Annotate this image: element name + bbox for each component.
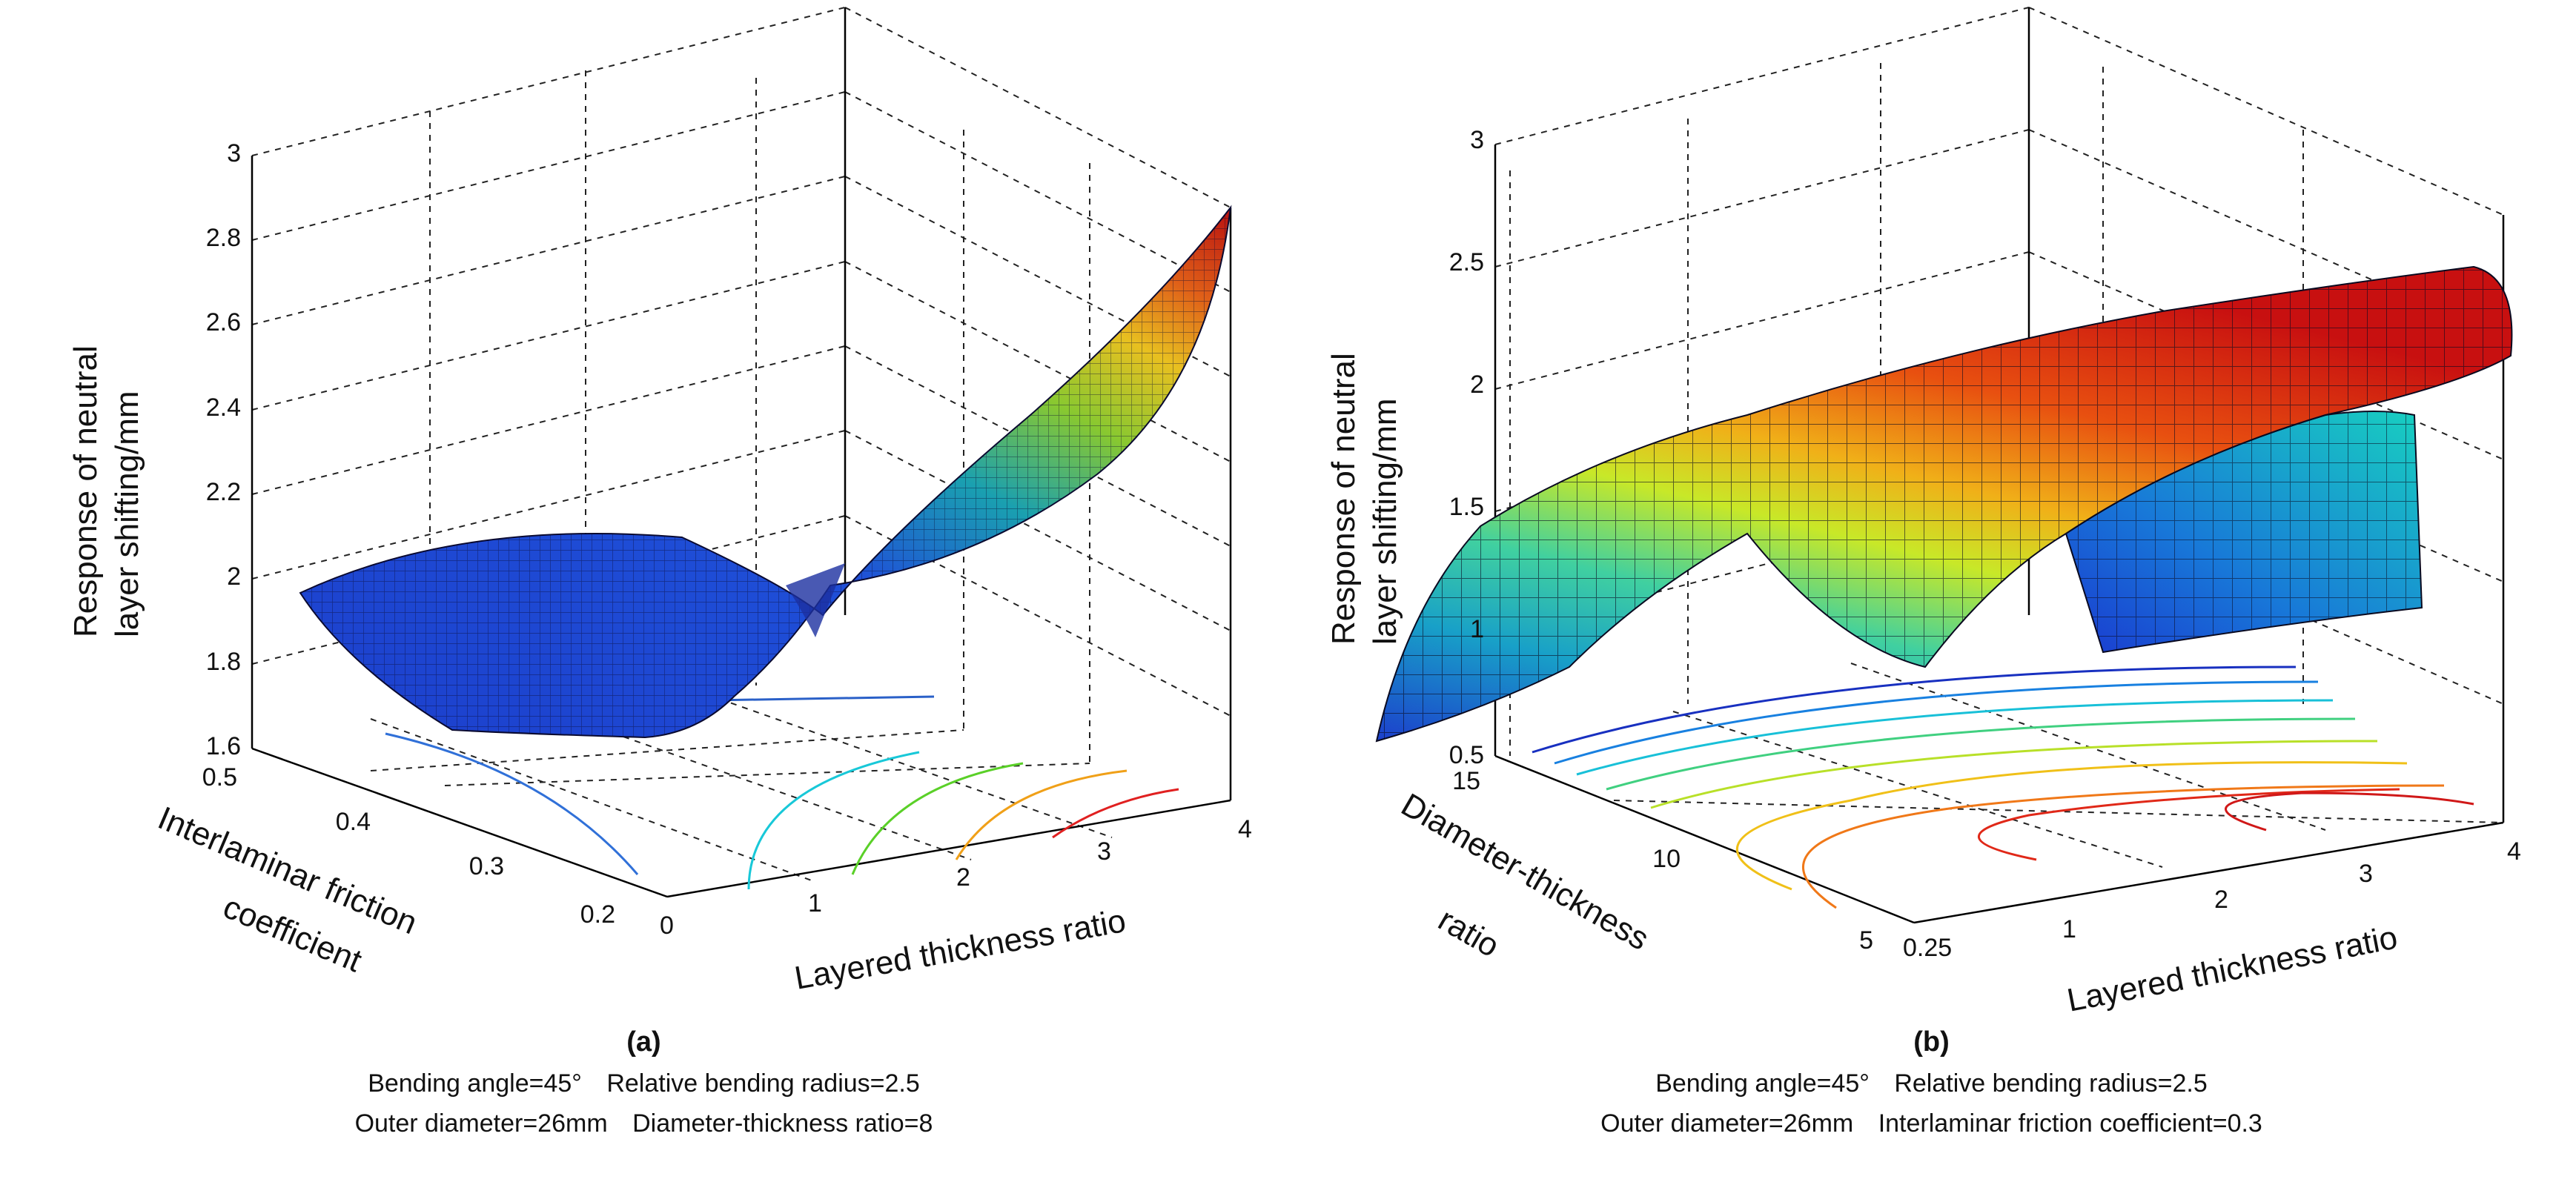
- chart-b-contour-1: [1532, 665, 2297, 754]
- chart-b-z-tick: 2.5: [1449, 248, 1484, 276]
- chart-b-caption-item: Relative bending radius=2.5: [1894, 1069, 2208, 1098]
- chart-a-y-tick: 0.4: [336, 808, 371, 836]
- chart-a-z-label-line1: Response of neutral: [67, 345, 104, 637]
- chart-b-contour-9: [2225, 791, 2474, 832]
- chart-a-x-tick: 0: [660, 912, 674, 940]
- chart-b-x-tick: 4: [2507, 837, 2521, 866]
- chart-b-caption-line1: Bending angle=45° Relative bending radiu…: [1288, 1069, 2575, 1098]
- chart-b-contour-4: [1606, 717, 2356, 791]
- chart-b-contour-3: [1576, 699, 2334, 776]
- chart-b-z-tick: 2: [1470, 371, 1484, 399]
- chart-b-x-tick: 1: [2062, 915, 2076, 943]
- chart-b-caption-line2: Outer diameter=26mm Interlaminar frictio…: [1288, 1109, 2575, 1138]
- chart-b-y-label: Diameter-thickness ratio: [1395, 786, 1655, 964]
- chart-b-panel-label: (b): [1913, 1026, 1950, 1058]
- chart-a-contours: [385, 695, 1179, 890]
- chart-b-z-label-line2: layer shifting/mm: [1367, 398, 1403, 645]
- chart-a-caption-line2: Outer diameter=26mm Diameter-thickness r…: [0, 1109, 1288, 1138]
- chart-a-z-label: Response of neutral layer shifting/mm: [67, 345, 145, 637]
- chart-b-caption-item: Bending angle=45°: [1655, 1069, 1870, 1098]
- chart-b-contour-7: [1802, 784, 2445, 909]
- chart-b-contour-8: [1978, 788, 2400, 861]
- chart-b-x-label: Layered thickness ratio: [2065, 919, 2401, 1018]
- chart-b-z-tick: 1.5: [1449, 493, 1484, 521]
- chart-a-y-tick: 0.2: [580, 900, 615, 929]
- chart-panel-a: 3 2.8 2.6 2.4 2.2 2 1.8 1.6 0.5 0.4 0.3 …: [0, 7, 1288, 1138]
- chart-b-contour-5: [1650, 740, 2378, 809]
- chart-a-x-tick: 1: [808, 889, 822, 917]
- chart-a-y-tick: 0.5: [202, 763, 237, 791]
- chart-b-x-axis: [1913, 821, 2504, 924]
- chart-b-y-axis: [1494, 754, 1915, 924]
- chart-a-contour-3: [747, 751, 920, 890]
- chart-a-caption-item: Outer diameter=26mm: [354, 1109, 608, 1138]
- chart-a-plot: 3 2.8 2.6 2.4 2.2 2 1.8 1.6 0.5 0.4 0.3 …: [67, 7, 1252, 997]
- chart-a-x-ticks: 0 1 2 3 4: [660, 815, 1252, 940]
- chart-a-x-label: Layered thickness ratio: [792, 903, 1128, 997]
- chart-b-contour-6: [1735, 761, 2408, 891]
- chart-a-z-ticks: 3 2.8 2.6 2.4 2.2 2 1.8 1.6: [206, 139, 241, 760]
- chart-b-x-tick: 3: [2359, 860, 2373, 888]
- chart-b-plot: 3 2.5 2 1.5 1 0.5 15 10 5 0.25 1 2 3 4 R…: [1325, 7, 2521, 1019]
- chart-a-y-axis: [251, 747, 668, 898]
- chart-a-x-axis: [666, 799, 1231, 898]
- chart-b-caption-item: Outer diameter=26mm: [1600, 1109, 1854, 1138]
- chart-a-z-tick: 3: [227, 139, 241, 167]
- chart-b-contours: [1532, 665, 2474, 909]
- chart-a-caption-item: Relative bending radius=2.5: [606, 1069, 920, 1098]
- chart-a-z-tick: 1.8: [206, 648, 241, 676]
- chart-a-caption-item: Diameter-thickness ratio=8: [632, 1109, 933, 1138]
- chart-a-contour-2: [711, 695, 935, 702]
- chart-panel-b: 3 2.5 2 1.5 1 0.5 15 10 5 0.25 1 2 3 4 R…: [1288, 0, 2575, 1185]
- chart-a-z-label-line2: layer shifting/mm: [109, 391, 145, 637]
- chart-b-y-tick: 10: [1652, 845, 1681, 873]
- chart-a-contour-1: [385, 732, 639, 875]
- chart-b-caption-item: Interlaminar friction coefficient=0.3: [1878, 1109, 2262, 1138]
- chart-a-z-tick: 2: [227, 562, 241, 591]
- chart-a-panel-label: (a): [626, 1026, 661, 1058]
- chart-b-z-label: Response of neutral layer shifting/mm: [1325, 353, 1403, 645]
- chart-a-caption-line1: Bending angle=45° Relative bending radiu…: [0, 1069, 1288, 1098]
- chart-a-surface: [299, 205, 1232, 739]
- chart-a-contour-5: [955, 769, 1128, 860]
- chart-a-z-tick: 2.4: [206, 394, 241, 422]
- chart-b-y-ticks: 15 10 5: [1452, 767, 1873, 955]
- chart-a-y-ticks: 0.5 0.4 0.3 0.2: [202, 763, 615, 929]
- chart-a-axes: [251, 7, 1232, 898]
- chart-b-z-tick: 0.5: [1449, 741, 1484, 769]
- chart-a-z-tick: 1.6: [206, 732, 241, 760]
- chart-b-z-label-line1: Response of neutral: [1325, 353, 1362, 645]
- chart-b-y-tick: 15: [1452, 767, 1480, 795]
- chart-a-y-label: Interlaminar friction coefficient: [153, 800, 423, 979]
- chart-b-z-ticks: 3 2.5 2 1.5 1 0.5: [1449, 126, 1484, 769]
- chart-a-caption-item: Bending angle=45°: [368, 1069, 582, 1098]
- chart-a-contour-6: [1052, 788, 1179, 839]
- chart-b-z-tick: 1: [1470, 615, 1484, 643]
- chart-b-x-tick: 0.25: [1903, 934, 1952, 962]
- chart-a-z-tick: 2.6: [206, 308, 241, 336]
- chart-a-z-tick: 2.2: [206, 478, 241, 506]
- chart-a-x-tick: 2: [956, 863, 970, 892]
- chart-a-x-tick: 4: [1238, 815, 1252, 843]
- chart-b-x-tick: 2: [2214, 886, 2228, 914]
- chart-a-contour-4: [851, 762, 1024, 875]
- chart-b-contour-2: [1554, 680, 2319, 765]
- chart-b-y-tick: 5: [1859, 926, 1873, 955]
- chart-b-x-ticks: 0.25 1 2 3 4: [1903, 837, 2521, 962]
- chart-a-y-tick: 0.3: [469, 852, 504, 880]
- chart-a-z-tick: 2.8: [206, 224, 241, 252]
- chart-b-y-label-line2: ratio: [1432, 901, 1506, 964]
- chart-b-z-tick: 3: [1470, 126, 1484, 154]
- chart-a-x-tick: 3: [1097, 837, 1111, 866]
